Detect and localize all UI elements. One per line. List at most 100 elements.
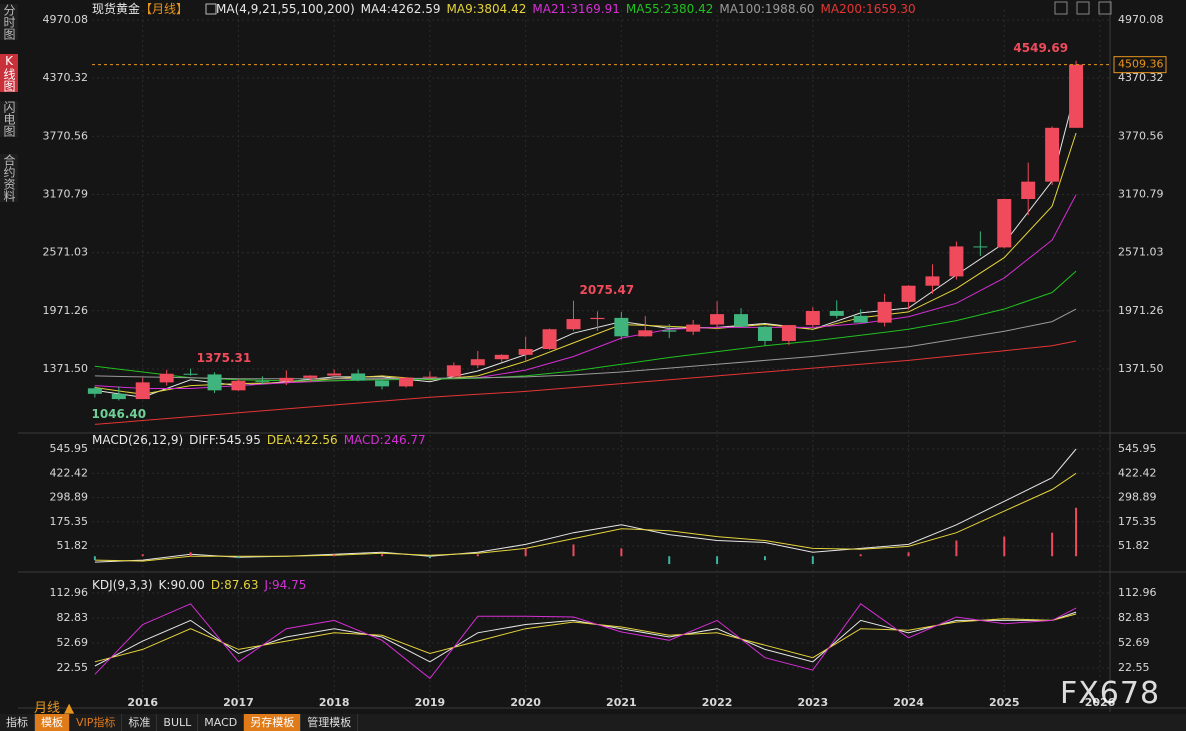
sidebar-tab[interactable]: 分时图 bbox=[0, 4, 18, 40]
price-annotation: 4549.69 bbox=[1013, 41, 1068, 55]
candle-body bbox=[446, 365, 461, 377]
candle-body bbox=[949, 246, 964, 277]
candle-body bbox=[757, 326, 772, 341]
ma-line bbox=[94, 340, 1077, 425]
y-tick-label: 3770.56 bbox=[43, 129, 89, 142]
toolbar-button[interactable]: VIP指标 bbox=[70, 714, 123, 731]
indicator-label: KDJ(9,3,3) bbox=[92, 578, 153, 592]
toolbar-button[interactable]: 指标 bbox=[0, 714, 35, 731]
legend-entry: DEA:422.56 bbox=[267, 433, 338, 447]
y-tick-label: 22.55 bbox=[1118, 661, 1150, 674]
legend-entry: MA200:1659.30 bbox=[821, 2, 916, 16]
y-tick-label: 1371.50 bbox=[1118, 362, 1164, 375]
candle-body bbox=[566, 319, 581, 330]
sidebar-tab[interactable]: 合约资料 bbox=[0, 154, 18, 202]
candle-body bbox=[805, 311, 820, 326]
period-button[interactable]: 月线 ▲ bbox=[34, 701, 75, 716]
candle-body bbox=[925, 276, 940, 286]
x-tick-label: 2017 bbox=[223, 696, 254, 709]
candle-body bbox=[470, 359, 485, 366]
y-tick-label: 4370.32 bbox=[43, 71, 89, 84]
panel-header: 现货黄金【月线】 MA(4,9,21,55,100,200) MA4:4262.59… bbox=[92, 1, 916, 16]
y-tick-label: 112.96 bbox=[1118, 586, 1157, 599]
candle-body bbox=[398, 377, 413, 387]
candle-body bbox=[877, 301, 892, 323]
indicator-line bbox=[94, 611, 1077, 667]
panel-header: MACD(26,12,9) DIFF:545.95 DEA:422.56 MACD:2… bbox=[92, 433, 426, 447]
candle-body bbox=[853, 315, 868, 323]
legend-icon bbox=[205, 3, 217, 15]
y-tick-label: 422.42 bbox=[1118, 466, 1157, 479]
candle-body bbox=[111, 393, 126, 400]
toolbar-button[interactable]: MACD bbox=[198, 714, 245, 731]
candle-body bbox=[207, 374, 222, 391]
toolbar-button[interactable]: 另存模板 bbox=[244, 714, 302, 731]
y-tick-label: 52.69 bbox=[1118, 636, 1150, 649]
y-tick-label: 51.82 bbox=[1118, 539, 1150, 552]
y-tick-label: 298.89 bbox=[1118, 491, 1157, 504]
y-tick-label: 175.35 bbox=[1118, 515, 1157, 528]
toolbar-button[interactable]: 标准 bbox=[122, 714, 158, 731]
sidebar-tab[interactable]: 闪电图 bbox=[0, 101, 18, 137]
candle-body bbox=[997, 199, 1012, 248]
y-tick-label: 4970.08 bbox=[43, 13, 89, 26]
candle-body bbox=[255, 380, 270, 382]
x-tick-label: 2022 bbox=[702, 696, 733, 709]
candle-body bbox=[686, 324, 701, 332]
candle-body bbox=[279, 377, 294, 382]
price-annotation: 1375.31 bbox=[197, 351, 252, 365]
indicator-label: MACD(26,12,9) bbox=[92, 433, 183, 447]
legend-entry: MA55:2380.42 bbox=[626, 2, 714, 16]
x-tick-label: 2023 bbox=[798, 696, 829, 709]
y-tick-label: 2571.03 bbox=[43, 246, 89, 259]
legend-entry: MACD:246.77 bbox=[344, 433, 426, 447]
x-tick-label: 2025 bbox=[989, 696, 1020, 709]
legend-entry: J:94.75 bbox=[263, 578, 306, 592]
candle-body bbox=[231, 380, 246, 391]
instrument-name: 现货黄金 bbox=[92, 1, 140, 16]
x-tick-label: 2024 bbox=[893, 696, 924, 709]
y-tick-label: 82.83 bbox=[57, 611, 89, 624]
toolbar-button[interactable]: 模板 bbox=[35, 714, 70, 731]
x-tick-label: 2026 bbox=[1085, 696, 1116, 709]
toolbar-button[interactable]: BULL bbox=[157, 714, 199, 731]
sidebar-tab[interactable]: K线图 bbox=[0, 54, 18, 92]
candle-body bbox=[183, 373, 198, 375]
y-tick-label: 4970.08 bbox=[1118, 13, 1164, 26]
y-tick-label: 1971.26 bbox=[43, 304, 89, 317]
window-button[interactable] bbox=[1054, 1, 1068, 15]
candle-body bbox=[351, 373, 366, 381]
y-tick-label: 1971.26 bbox=[1118, 304, 1164, 317]
legend-entry: D:87.63 bbox=[211, 578, 259, 592]
x-tick-label: 2019 bbox=[415, 696, 446, 709]
y-tick-label: 545.95 bbox=[1118, 442, 1157, 455]
y-tick-label: 545.95 bbox=[50, 442, 89, 455]
y-tick-label: 82.83 bbox=[1118, 611, 1150, 624]
window-button[interactable] bbox=[1076, 1, 1090, 15]
candle-body bbox=[87, 388, 102, 394]
toolbar-button[interactable]: 管理模板 bbox=[301, 714, 359, 731]
last-price-label: 4509.36 bbox=[1118, 58, 1164, 71]
y-tick-label: 422.42 bbox=[50, 466, 89, 479]
candle-body bbox=[1021, 181, 1036, 200]
legend-entry: DIFF:545.95 bbox=[189, 433, 261, 447]
x-tick-label: 2021 bbox=[606, 696, 637, 709]
window-button[interactable] bbox=[1098, 1, 1112, 15]
candle-body bbox=[422, 376, 437, 378]
y-tick-label: 298.89 bbox=[50, 491, 89, 504]
candle-body bbox=[327, 373, 342, 376]
y-tick-label: 3170.79 bbox=[43, 187, 89, 200]
y-tick-label: 51.82 bbox=[57, 539, 89, 552]
candle-body bbox=[614, 317, 629, 337]
y-tick-label: 22.55 bbox=[57, 661, 89, 674]
price-annotation: 1046.40 bbox=[91, 407, 146, 421]
y-tick-label: 4370.32 bbox=[1118, 71, 1164, 84]
candle-body bbox=[494, 354, 509, 360]
candle-body bbox=[710, 314, 725, 325]
candle-body bbox=[781, 325, 796, 341]
y-tick-label: 52.69 bbox=[57, 636, 89, 649]
candle-body bbox=[829, 311, 844, 316]
watermark: FX678 bbox=[1060, 676, 1161, 711]
